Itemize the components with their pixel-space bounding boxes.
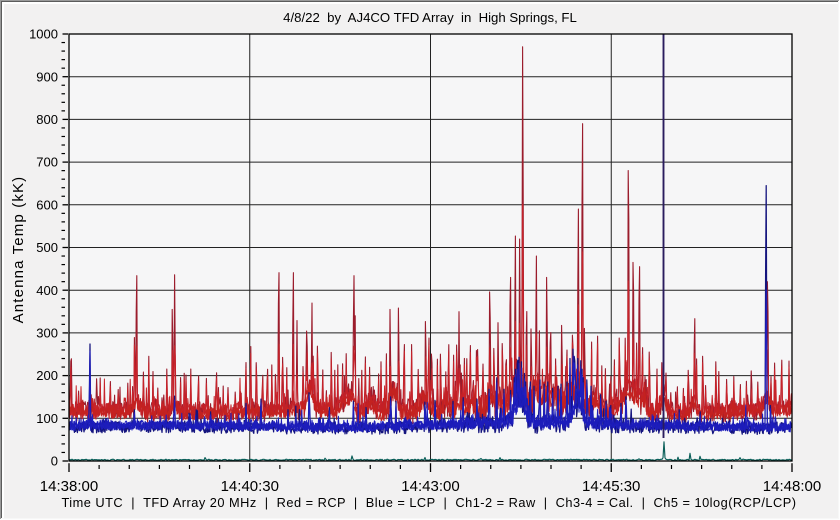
svg-text:300: 300 [36, 326, 58, 341]
svg-text:14:40:30: 14:40:30 [221, 478, 279, 495]
svg-text:800: 800 [36, 112, 58, 127]
svg-text:14:45:30: 14:45:30 [582, 478, 640, 495]
svg-text:14:38:00: 14:38:00 [40, 478, 98, 495]
svg-text:Antenna Temp (kK): Antenna Temp (kK) [10, 176, 27, 324]
svg-text:600: 600 [36, 197, 58, 212]
svg-text:500: 500 [36, 240, 58, 255]
svg-text:0: 0 [51, 454, 58, 469]
svg-text:Time UTC | TFD Array 20 MHz: Time UTC | TFD Array 20 MHz | Red = RCP … [61, 495, 796, 510]
svg-text:900: 900 [36, 69, 58, 84]
svg-text:200: 200 [36, 368, 58, 383]
svg-text:14:43:00: 14:43:00 [401, 478, 459, 495]
svg-text:14:48:00: 14:48:00 [763, 478, 821, 495]
svg-text:4/8/22 by AJ4CO TFD Array i: 4/8/22 by AJ4CO TFD Array in High Spring… [283, 10, 577, 25]
svg-text:700: 700 [36, 155, 58, 170]
svg-text:1000: 1000 [29, 27, 58, 42]
svg-text:400: 400 [36, 283, 58, 298]
svg-text:100: 100 [36, 411, 58, 426]
